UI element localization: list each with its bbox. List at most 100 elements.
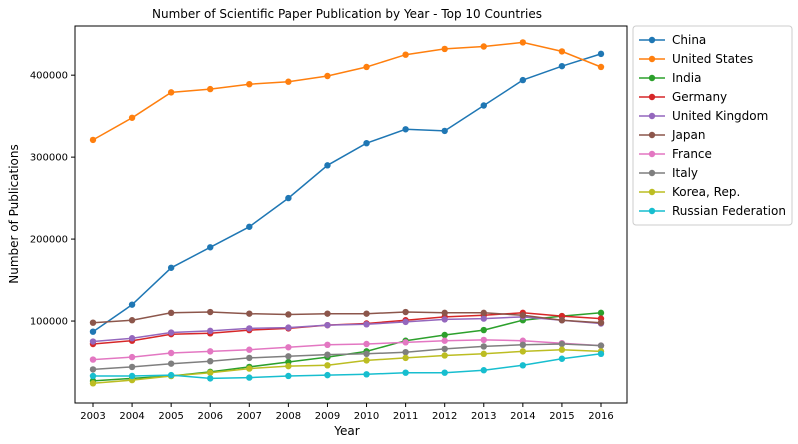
legend-marker <box>648 169 656 177</box>
data-point <box>246 365 253 372</box>
x-tick-label: 2015 <box>549 411 574 422</box>
data-point <box>402 318 409 326</box>
data-point <box>89 356 97 363</box>
data-point <box>597 50 605 58</box>
legend-label: Germany <box>672 90 727 104</box>
data-point <box>363 139 370 147</box>
data-point <box>128 301 136 308</box>
legend-label: Korea, Rep. <box>672 185 740 199</box>
data-point <box>285 362 292 370</box>
data-point <box>324 371 331 379</box>
data-point <box>441 345 448 353</box>
data-point <box>441 352 448 359</box>
data-point <box>441 331 448 339</box>
legend-item: United Kingdom <box>639 109 768 123</box>
legend-item: Italy <box>639 166 698 180</box>
x-tick-label: 2013 <box>471 411 496 422</box>
data-point <box>207 369 214 376</box>
data-point <box>246 223 253 230</box>
data-point <box>207 348 214 355</box>
data-point <box>519 312 527 319</box>
data-point <box>558 355 566 362</box>
data-point <box>207 308 214 316</box>
x-tick-label: 2007 <box>237 411 262 422</box>
x-tick-label: 2016 <box>588 411 613 422</box>
x-tick-label: 2010 <box>354 411 379 422</box>
data-point <box>402 369 409 376</box>
x-tick-label: 2004 <box>119 411 144 422</box>
data-point <box>480 315 487 322</box>
x-tick-label: 2012 <box>432 411 457 422</box>
legend-marker <box>648 131 656 139</box>
data-point <box>128 353 136 361</box>
data-point <box>324 321 331 329</box>
series-line <box>93 353 602 380</box>
series-line <box>92 311 602 324</box>
series-italy <box>89 340 605 373</box>
y-tick-label: 400000 <box>30 71 68 82</box>
data-point <box>597 63 605 71</box>
legend-item: United States <box>639 52 753 66</box>
y-tick-label: 200000 <box>30 235 68 246</box>
data-point <box>285 78 292 85</box>
legend-marker <box>648 188 656 196</box>
legend-label: Italy <box>672 166 698 180</box>
series-line <box>92 339 602 361</box>
data-point <box>480 350 487 358</box>
data-point <box>324 351 331 358</box>
data-point <box>480 336 487 344</box>
legend-item: Japan <box>639 128 705 142</box>
legend-marker <box>648 112 656 120</box>
data-point <box>89 372 97 380</box>
data-point <box>363 357 370 364</box>
data-point <box>285 194 292 202</box>
data-point <box>402 51 409 58</box>
legend-frame <box>632 25 793 226</box>
data-point <box>363 350 370 358</box>
data-point <box>558 346 566 353</box>
data-point <box>167 89 175 96</box>
data-point <box>167 264 175 271</box>
x-tick-label: 2011 <box>393 411 418 422</box>
data-point <box>402 126 409 133</box>
series-france <box>89 336 605 363</box>
data-point <box>207 327 214 335</box>
legend: China United States India Germany United Kin… <box>632 25 793 226</box>
series-united-kingdom <box>89 313 605 345</box>
x-tick-label: 2006 <box>198 411 223 422</box>
legend-label: China <box>672 33 706 47</box>
data-point <box>441 309 448 317</box>
legend-marker <box>648 55 656 63</box>
data-point <box>441 127 448 135</box>
data-point <box>89 328 97 335</box>
y-tick-label: 100000 <box>30 317 68 328</box>
data-point <box>89 319 97 326</box>
data-point <box>402 354 409 362</box>
legend-label: Japan <box>671 128 705 142</box>
data-point <box>402 339 409 346</box>
data-point <box>207 358 214 365</box>
data-point <box>324 162 331 169</box>
data-point <box>558 48 566 55</box>
series-line <box>92 53 602 333</box>
x-tick-label: 2005 <box>158 411 183 422</box>
data-point <box>324 341 331 349</box>
data-point <box>285 353 292 360</box>
data-point <box>441 45 448 53</box>
data-point <box>597 319 605 326</box>
plot-frame <box>74 25 628 404</box>
data-point <box>246 310 253 317</box>
legend-item: Russian Federation <box>639 204 786 218</box>
data-point <box>285 311 292 318</box>
data-point <box>89 366 97 373</box>
data-point <box>128 372 136 380</box>
data-point <box>246 80 253 88</box>
legend-item: China <box>639 33 706 47</box>
legend-item: France <box>639 147 712 161</box>
legend-label: India <box>672 71 701 85</box>
series-korea-rep <box>89 346 605 387</box>
x-tick-label: 2003 <box>80 411 105 422</box>
legend-item: Germany <box>639 90 727 104</box>
x-tick-label: 2014 <box>510 411 535 422</box>
legend-label: United States <box>672 52 753 66</box>
